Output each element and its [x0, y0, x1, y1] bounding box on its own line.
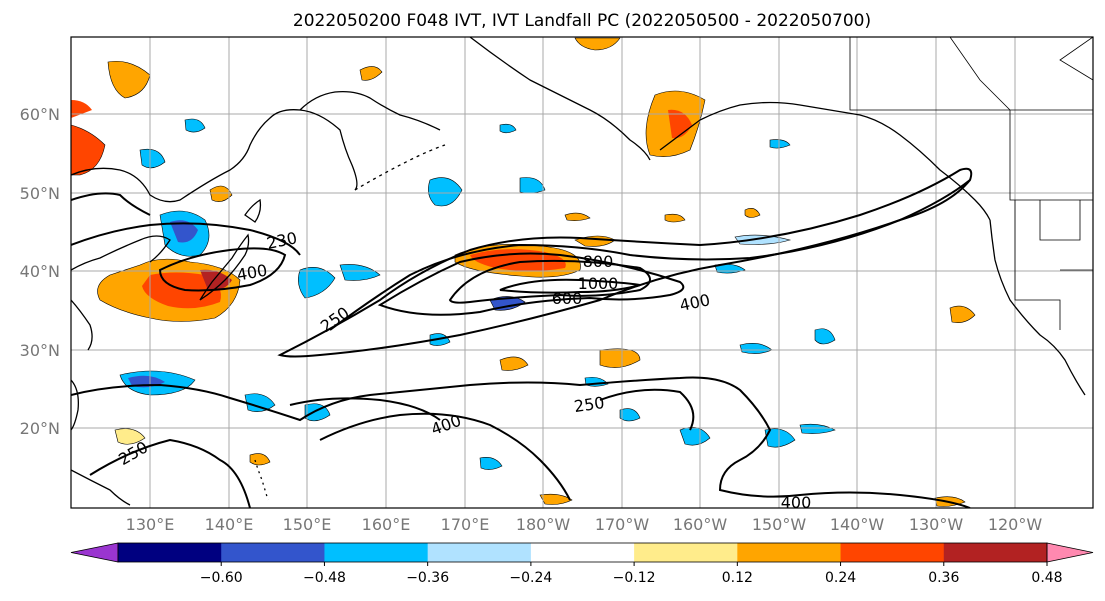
lon-label: 140°W [830, 515, 885, 534]
colorbar-tick-label: 0.24 [825, 570, 856, 586]
lon-label: 170°E [441, 515, 490, 534]
colorbar-tick-label: −0.24 [509, 570, 552, 586]
lat-label: 60°N [20, 105, 60, 124]
contour-label: 600 [552, 289, 583, 308]
colorbar-swatch [118, 543, 222, 562]
colorbar-tick-label: −0.60 [200, 570, 243, 586]
lon-label: 180°W [516, 515, 571, 534]
colorbar-swatch [324, 543, 429, 562]
map-area: 230 400 250 800 1000 600 400 250 400 250… [71, 37, 1093, 512]
colorbar-swatch [221, 543, 325, 562]
lat-label: 30°N [20, 341, 60, 360]
colorbar-tick-label: −0.48 [303, 570, 346, 586]
positive-anomaly-shading [71, 37, 976, 507]
colorbar-swatch [634, 543, 738, 562]
figure-title: 2022050200 F048 IVT, IVT Landfall PC (20… [293, 11, 871, 31]
colorbar-swatch [943, 543, 1048, 562]
colorbar-tick-label: −0.12 [613, 570, 656, 586]
colorbar-tick-label: 0.36 [928, 570, 959, 586]
latitude-labels: 60°N 50°N 40°N 30°N 20°N [20, 105, 60, 438]
colorbar-tick-label: 0.12 [722, 570, 753, 586]
lon-label: 160°W [673, 515, 728, 534]
colorbar-swatch [840, 543, 945, 562]
map-frame [70, 36, 1094, 509]
contour-label: 400 [678, 290, 712, 315]
graticule [71, 37, 1093, 508]
colorbar-swatch [427, 543, 532, 562]
contour-label: 250 [573, 393, 606, 416]
lon-label: 120°W [988, 515, 1043, 534]
colorbar-extend-max [1046, 542, 1094, 563]
colorbar-swatch [530, 543, 635, 562]
contour-label: 250 [317, 303, 353, 336]
lon-label: 150°W [752, 515, 807, 534]
lon-label: 140°E [205, 515, 254, 534]
colorbar: −0.60 −0.48 −0.36 −0.24 −0.12 0.12 0.24 0.36 0.4… [70, 542, 1094, 586]
colorbar-tick-label: 0.48 [1031, 570, 1062, 586]
colorbar-extend-min [70, 542, 119, 563]
lon-label: 170°W [595, 515, 650, 534]
colorbar-outline [117, 542, 1048, 563]
colorbar-tick-label: −0.36 [406, 570, 449, 586]
coastlines [71, 37, 1093, 506]
contour-label: 1000 [578, 274, 619, 293]
lon-label: 130°W [909, 515, 964, 534]
lon-label: 150°E [283, 515, 332, 534]
lat-label: 50°N [20, 184, 60, 203]
colorbar-swatch [737, 543, 842, 562]
longitude-labels: 130°E 140°E 150°E 160°E 170°E 180°W 170°… [126, 515, 1043, 534]
lat-label: 20°N [20, 419, 60, 438]
contour-label: 400 [781, 493, 812, 512]
contour-label: 800 [583, 252, 614, 271]
ivt-contours [71, 167, 973, 508]
contour-label: 400 [235, 261, 268, 285]
lat-label: 40°N [20, 262, 60, 281]
lon-label: 130°E [126, 515, 175, 534]
lon-label: 160°E [362, 515, 411, 534]
